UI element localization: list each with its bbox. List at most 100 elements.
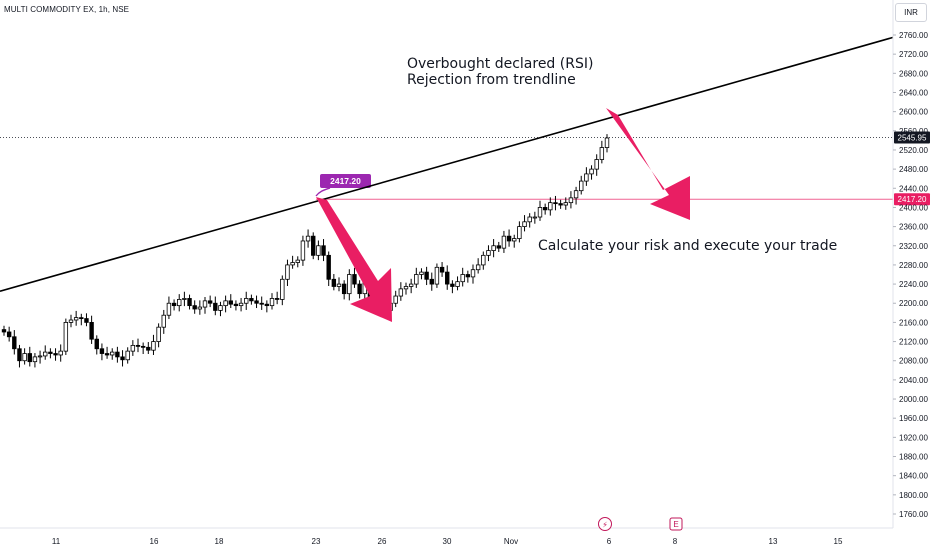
candle: [537, 200, 543, 221]
candle: [419, 268, 424, 280]
candle: [73, 310, 79, 326]
currency-button[interactable]: INR: [895, 3, 927, 22]
candle: [336, 277, 342, 292]
candle: [326, 251, 331, 286]
earnings-icon-glyph: E: [673, 520, 678, 529]
candle: [135, 338, 141, 353]
candle: [481, 251, 486, 270]
candle-body: [27, 353, 32, 363]
pivot-badge-label: 2417.20: [330, 176, 361, 186]
candle: [130, 340, 136, 356]
candle-body: [445, 271, 450, 285]
candle-body: [584, 173, 589, 182]
candle-body: [295, 259, 300, 263]
candle: [393, 290, 398, 308]
candle: [321, 239, 326, 262]
y-tick-label: 1920.00: [899, 433, 928, 442]
candle: [244, 291, 249, 310]
candle: [228, 294, 233, 309]
y-tick-label: 2520.00: [899, 146, 928, 155]
candle: [202, 297, 208, 314]
candle-body: [300, 240, 306, 261]
x-tick-label: 13: [769, 537, 778, 546]
candle-body: [187, 298, 192, 307]
candle-body: [120, 356, 125, 361]
candle-body: [568, 197, 574, 204]
y-tick-label: 2280.00: [899, 261, 928, 270]
candle-body: [228, 300, 233, 305]
y-tick-label: 2240.00: [899, 280, 928, 289]
candle: [187, 294, 192, 310]
annotation-line-1: Overbought declared (RSI): [407, 56, 594, 72]
candle-body: [512, 238, 517, 242]
candle-body: [594, 159, 599, 170]
candle-body: [166, 302, 172, 316]
x-tick-label: 6: [607, 537, 612, 546]
candle: [249, 294, 254, 305]
candle-body: [285, 264, 290, 280]
candle-body: [501, 235, 507, 249]
candle: [491, 239, 496, 258]
candle-body: [89, 321, 94, 340]
candle-body: [573, 190, 579, 199]
candle: [450, 280, 455, 294]
candle-body: [135, 344, 141, 347]
candle-body: [393, 295, 398, 304]
candle-body: [104, 353, 110, 356]
candle: [254, 295, 259, 309]
y-tick-label: 2600.00: [899, 108, 928, 117]
y-tick-label: 1800.00: [899, 491, 928, 500]
symbol-title[interactable]: MULTI COMMODITY EX, 1h, NSE: [4, 5, 130, 14]
x-tick-label: Nov: [504, 537, 518, 546]
candle-body: [419, 271, 424, 275]
annotation-line-2: Rejection from trendline: [407, 72, 576, 88]
candle: [264, 300, 270, 313]
x-tick-label: 11: [52, 537, 61, 546]
candle-body: [79, 317, 84, 320]
candle-body: [12, 336, 17, 350]
candle-body: [414, 274, 419, 285]
y-tick-label: 2560.00: [899, 127, 928, 136]
candle: [347, 269, 352, 301]
y-tick-label: 1760.00: [899, 510, 928, 519]
candle: [311, 232, 316, 260]
candle-body: [6, 331, 12, 338]
candle-body: [207, 300, 213, 304]
candle-body: [213, 302, 218, 311]
candle-body: [455, 281, 460, 287]
x-tick-label: 23: [312, 537, 321, 546]
candle: [522, 215, 527, 232]
candle-body: [336, 283, 342, 287]
candle-body: [84, 318, 89, 323]
candle-body: [522, 221, 527, 227]
candle-body: [274, 298, 280, 300]
candle: [300, 235, 306, 266]
candle: [63, 318, 69, 355]
y-tick-label: 2320.00: [899, 242, 928, 251]
x-tick-label: 15: [834, 537, 843, 546]
candle: [594, 154, 599, 176]
candle: [527, 213, 532, 228]
candle: [146, 342, 151, 355]
candle-body: [218, 305, 223, 311]
candle-body: [233, 303, 239, 307]
y-tick-label: 2760.00: [899, 31, 928, 40]
candle-body: [99, 348, 105, 354]
candle-body: [481, 254, 486, 266]
lightning-icon: ⚡: [598, 517, 612, 531]
candle-body: [357, 283, 362, 295]
candle: [27, 346, 32, 367]
lightning-icon-glyph: ⚡: [602, 521, 608, 530]
candle-body: [424, 271, 429, 280]
candle: [274, 291, 280, 305]
pivot-badge-pointer: [315, 187, 331, 197]
candle-body: [68, 319, 74, 323]
candle: [6, 326, 12, 342]
candle: [439, 262, 445, 277]
candle-body: [434, 266, 440, 285]
candle: [99, 343, 105, 361]
candle-body: [202, 300, 208, 308]
candle: [156, 323, 161, 348]
